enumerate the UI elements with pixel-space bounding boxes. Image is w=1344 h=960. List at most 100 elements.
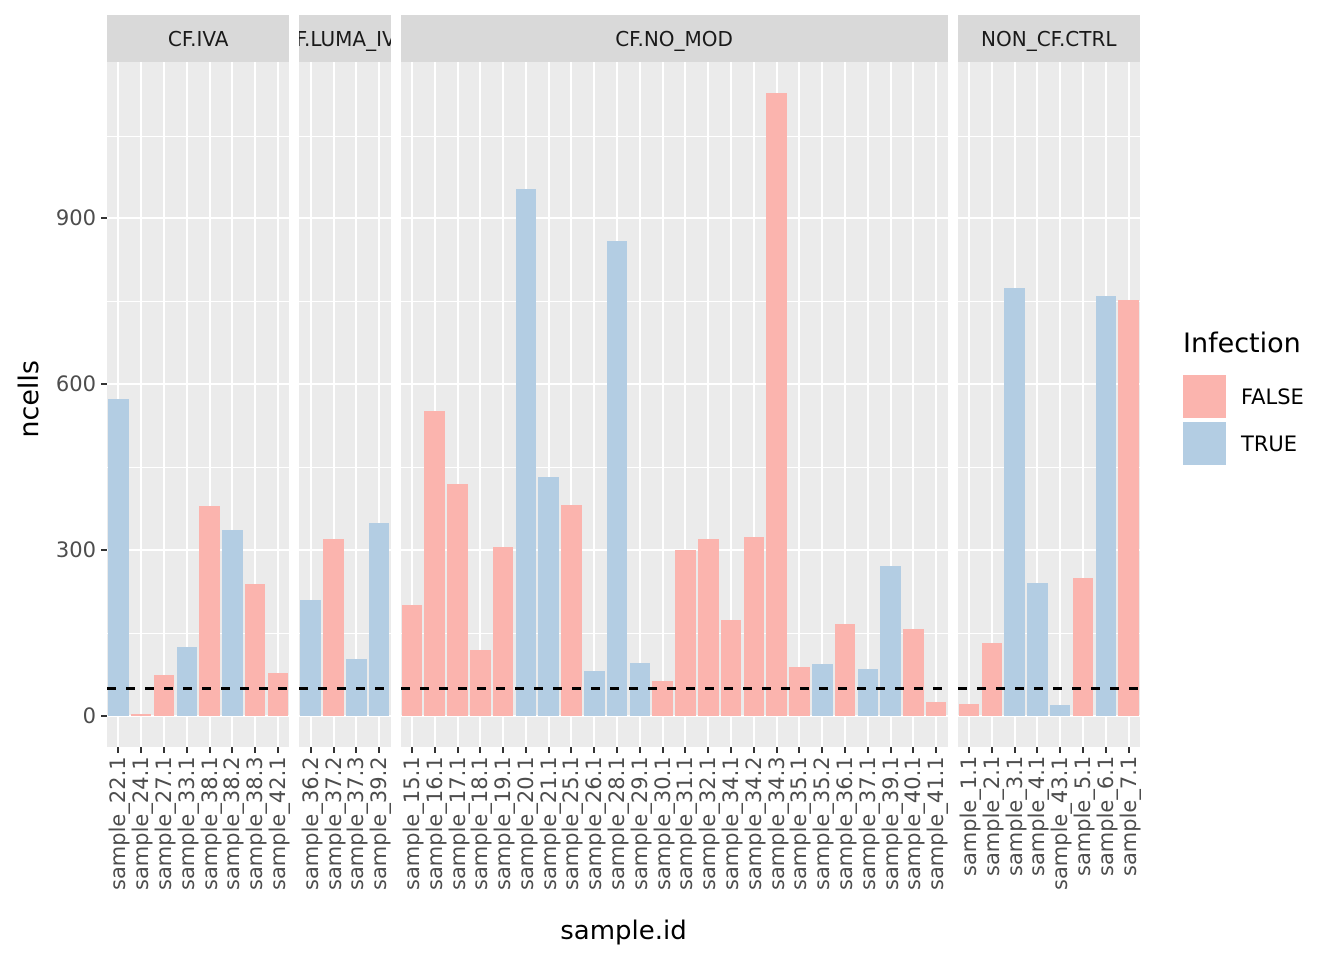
gridline-vertical — [593, 62, 596, 747]
facet-strip-label: NON_CF.CTRL — [957, 15, 1140, 62]
x-tick-label: sample_39.2 — [367, 756, 392, 890]
facet-cf-iva: CF.IVA sample_22.1 sample_24.1 sample_27.1 s… — [106, 15, 290, 890]
x-tick-mark — [162, 747, 165, 753]
gridline-minor — [957, 467, 1140, 469]
bar — [675, 549, 696, 717]
x-tick-mark — [140, 747, 143, 753]
gridline-vertical — [844, 62, 847, 747]
gridline-vertical — [661, 62, 664, 747]
gridline-vertical — [456, 62, 459, 747]
bar — [130, 713, 152, 717]
x-tick-mark — [254, 747, 257, 753]
facet-non-cf-ctrl: NON_CF.CTRL sample_1.1 sample_2.1 sample_3.… — [957, 15, 1141, 890]
gridline-major — [107, 549, 290, 552]
x-tick-mark — [912, 747, 915, 753]
bar — [401, 605, 423, 717]
legend-title: Infection — [1183, 328, 1301, 359]
gridline-minor — [957, 301, 1140, 303]
x-axis-title: sample.id — [560, 916, 687, 946]
x-tick-mark — [730, 747, 733, 753]
gridline-minor — [957, 633, 1140, 635]
x-tick-mark — [479, 747, 482, 753]
bar — [492, 547, 514, 717]
gridline-minor — [299, 633, 391, 635]
facet-panels: CF.IVA sample_22.1 sample_24.1 sample_27.1 s… — [106, 15, 1141, 890]
x-tick-mark — [456, 747, 459, 753]
x-tick-mark — [707, 747, 710, 753]
bar — [1049, 704, 1071, 717]
gridline-vertical — [231, 62, 234, 747]
x-tick-mark — [821, 747, 824, 753]
bar — [267, 672, 289, 717]
gridline-minor — [957, 135, 1140, 137]
gridline-major — [400, 549, 948, 552]
y-tick-mark — [101, 715, 107, 718]
y-tick-mark — [101, 549, 107, 552]
gridline-minor — [107, 135, 290, 137]
legend-key-swatch — [1183, 422, 1226, 465]
gridline-vertical — [968, 62, 970, 747]
x-tick-mark — [684, 747, 687, 753]
bar — [606, 241, 628, 717]
bar — [1027, 583, 1048, 717]
bar — [153, 675, 175, 717]
x-tick-mark — [889, 747, 892, 753]
x-tick-mark — [844, 747, 847, 753]
bar — [176, 646, 198, 717]
x-tick-mark — [990, 747, 993, 753]
gridline-vertical — [889, 62, 892, 747]
x-tick-mark — [1013, 747, 1016, 753]
gridline-major — [299, 383, 391, 386]
facet-panel — [107, 62, 290, 747]
x-tick-mark — [410, 747, 413, 753]
gridline-vertical — [355, 62, 358, 747]
gridline-minor — [400, 301, 948, 303]
x-tick-mark — [570, 747, 573, 753]
bar — [561, 504, 582, 717]
x-tick-mark — [433, 747, 436, 753]
gridline-major — [299, 715, 391, 718]
threshold-dashed-line — [107, 686, 290, 690]
x-tick-mark — [775, 747, 778, 753]
gridline-vertical — [684, 62, 687, 747]
x-tick-mark — [231, 747, 234, 753]
legend-key-swatch — [1183, 375, 1226, 418]
gridline-vertical — [912, 62, 915, 747]
bar — [447, 484, 468, 717]
gridline-vertical — [332, 62, 335, 747]
gridline-vertical — [547, 62, 550, 747]
x-tick-mark — [547, 747, 550, 753]
gridline-minor — [400, 467, 948, 469]
gridline-vertical — [707, 62, 710, 747]
gridline-vertical — [410, 62, 413, 747]
gridline-major — [957, 217, 1140, 220]
gridline-vertical — [935, 62, 938, 747]
gridline-minor — [299, 467, 391, 469]
legend-key-label: FALSE — [1241, 384, 1304, 409]
gridline-vertical — [1059, 62, 1062, 747]
x-tick-label: sample_41.1 — [924, 756, 949, 890]
gridline-minor — [400, 633, 948, 635]
legend: Infection FALSE TRUE — [1183, 328, 1304, 469]
bar — [424, 410, 445, 717]
gridline-minor — [107, 467, 290, 469]
x-tick-mark — [1036, 747, 1039, 753]
bar — [766, 92, 787, 717]
gridline-major — [107, 383, 290, 386]
x-tick-mark — [1104, 747, 1107, 753]
x-tick-mark — [1127, 747, 1130, 753]
y-tick-label: 600 — [55, 372, 96, 397]
bar — [903, 628, 924, 717]
gridline-vertical — [140, 62, 143, 747]
gridline-vertical — [752, 62, 755, 747]
bar — [300, 599, 321, 717]
gridline-vertical — [798, 62, 801, 747]
gridline-vertical — [502, 62, 505, 747]
bar — [981, 643, 1003, 717]
gridline-major — [107, 715, 290, 718]
x-tick-mark — [616, 747, 619, 753]
gridline-vertical — [866, 62, 869, 747]
gridline-vertical — [1036, 62, 1039, 747]
bar — [222, 529, 243, 717]
bar — [244, 584, 266, 717]
